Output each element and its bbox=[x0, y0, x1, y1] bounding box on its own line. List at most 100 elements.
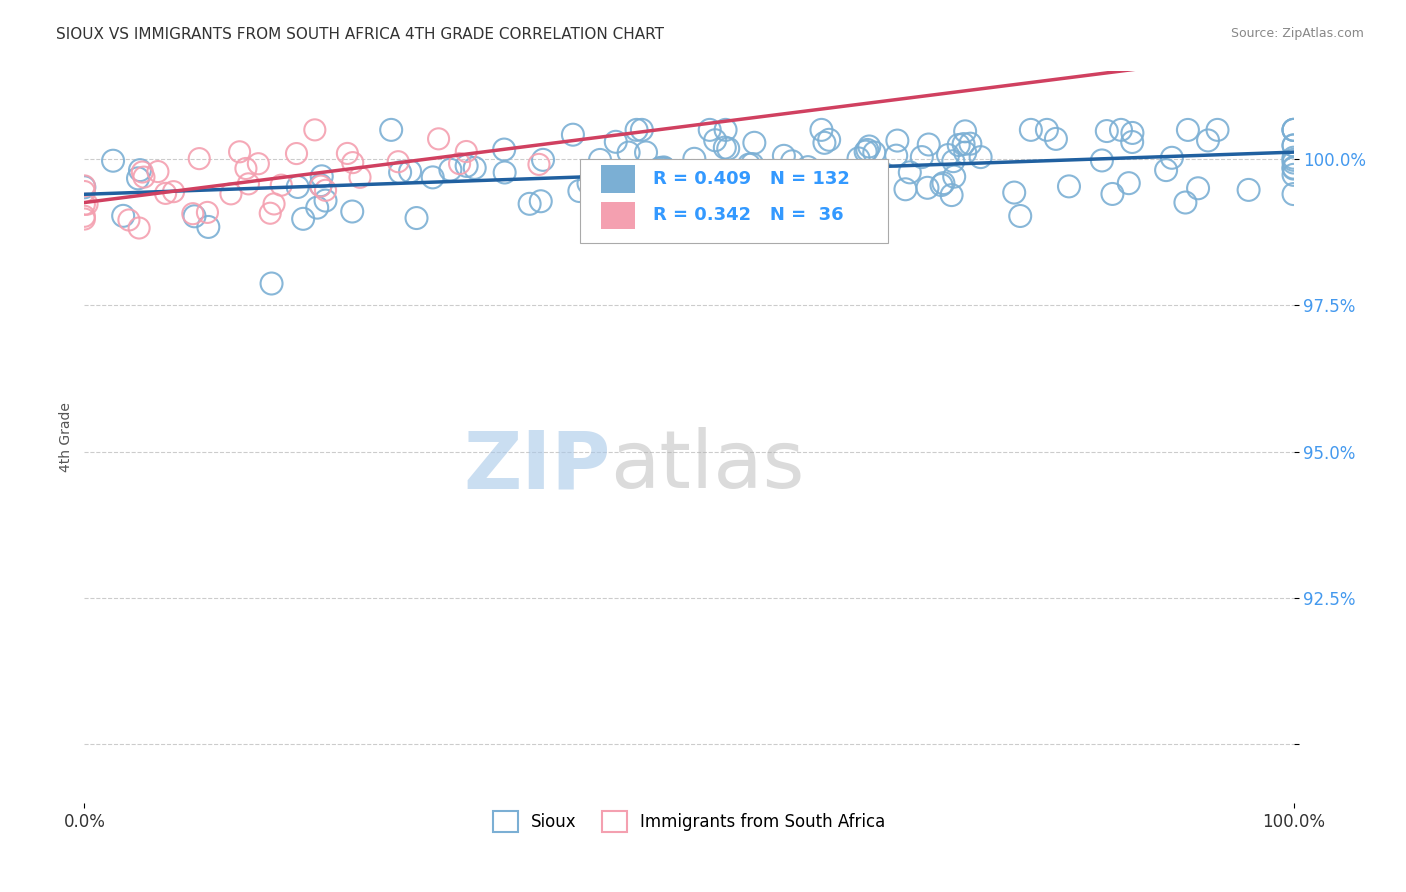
Point bbox=[287, 180, 309, 194]
Point bbox=[858, 139, 880, 153]
Point bbox=[640, 169, 662, 184]
Bar bbox=[600, 202, 634, 229]
Point bbox=[754, 178, 776, 192]
Point bbox=[1282, 123, 1305, 137]
Point bbox=[342, 155, 364, 169]
Point bbox=[1282, 153, 1305, 167]
Point bbox=[422, 170, 444, 185]
Point bbox=[969, 150, 991, 164]
Point bbox=[464, 161, 486, 175]
Point bbox=[155, 186, 177, 201]
Point bbox=[942, 154, 965, 169]
Point bbox=[681, 164, 703, 178]
Point bbox=[605, 135, 627, 149]
Point bbox=[342, 204, 364, 219]
Point bbox=[73, 185, 96, 199]
Point bbox=[263, 197, 285, 211]
Point bbox=[307, 201, 329, 215]
Point bbox=[1036, 123, 1059, 137]
Point bbox=[1095, 124, 1118, 138]
Point bbox=[127, 171, 149, 186]
Point bbox=[704, 133, 727, 147]
Point bbox=[941, 188, 963, 202]
Point bbox=[780, 154, 803, 169]
Point bbox=[1282, 138, 1305, 153]
Point bbox=[714, 123, 737, 137]
Point bbox=[1160, 151, 1182, 165]
Point bbox=[1282, 161, 1305, 176]
Point bbox=[655, 214, 678, 228]
Point bbox=[309, 178, 332, 193]
Point bbox=[270, 178, 292, 193]
Point bbox=[578, 177, 600, 191]
Point bbox=[527, 157, 550, 171]
Point bbox=[605, 197, 627, 211]
Point bbox=[671, 186, 693, 200]
Point bbox=[304, 123, 326, 137]
Point bbox=[259, 206, 281, 220]
Point bbox=[456, 145, 478, 159]
Point bbox=[1282, 123, 1305, 137]
Point bbox=[952, 137, 974, 152]
Point bbox=[1237, 183, 1260, 197]
Point bbox=[494, 143, 516, 157]
Point bbox=[146, 164, 169, 178]
Point bbox=[917, 181, 939, 195]
Y-axis label: 4th Grade: 4th Grade bbox=[59, 402, 73, 472]
Point bbox=[856, 143, 879, 157]
Point bbox=[494, 165, 516, 179]
Point bbox=[1101, 186, 1123, 201]
Point bbox=[932, 176, 955, 190]
Legend: Sioux, Immigrants from South Africa: Sioux, Immigrants from South Africa bbox=[486, 805, 891, 838]
Point bbox=[710, 210, 733, 224]
Text: R = 0.342   N =  36: R = 0.342 N = 36 bbox=[652, 206, 844, 225]
Point bbox=[1121, 126, 1143, 140]
Point bbox=[1282, 155, 1305, 169]
Point bbox=[162, 185, 184, 199]
Point bbox=[931, 178, 953, 192]
Point bbox=[773, 149, 796, 163]
Point bbox=[898, 165, 921, 179]
Point bbox=[387, 154, 409, 169]
Point bbox=[132, 170, 155, 185]
Point bbox=[683, 152, 706, 166]
Point bbox=[796, 165, 818, 179]
FancyBboxPatch shape bbox=[581, 159, 889, 244]
Point bbox=[818, 133, 841, 147]
Point bbox=[405, 211, 427, 225]
Point bbox=[810, 202, 832, 216]
Point bbox=[848, 190, 870, 204]
Point bbox=[918, 137, 941, 152]
Point bbox=[439, 162, 461, 177]
Point bbox=[655, 175, 678, 189]
Point bbox=[219, 186, 242, 201]
Point bbox=[1282, 187, 1305, 202]
Point bbox=[247, 157, 270, 171]
Point bbox=[1019, 123, 1042, 137]
Point bbox=[292, 211, 315, 226]
Point bbox=[380, 123, 402, 137]
Point bbox=[449, 156, 471, 170]
Point bbox=[73, 212, 96, 227]
Point bbox=[634, 145, 657, 160]
Point bbox=[894, 182, 917, 196]
Point bbox=[1121, 135, 1143, 149]
Point bbox=[73, 180, 96, 194]
Point bbox=[654, 161, 676, 176]
Point bbox=[197, 205, 219, 219]
Point bbox=[128, 221, 150, 235]
Point bbox=[73, 209, 96, 223]
Point bbox=[765, 222, 787, 236]
Point bbox=[112, 209, 135, 223]
Point bbox=[1002, 186, 1025, 200]
Point bbox=[1282, 151, 1305, 165]
Point bbox=[886, 134, 908, 148]
Point bbox=[129, 163, 152, 178]
Point bbox=[1282, 168, 1305, 182]
Point bbox=[813, 136, 835, 150]
Point bbox=[825, 182, 848, 196]
Point bbox=[118, 213, 141, 227]
Point bbox=[1197, 133, 1219, 147]
Point bbox=[561, 128, 583, 142]
Point bbox=[948, 138, 970, 153]
